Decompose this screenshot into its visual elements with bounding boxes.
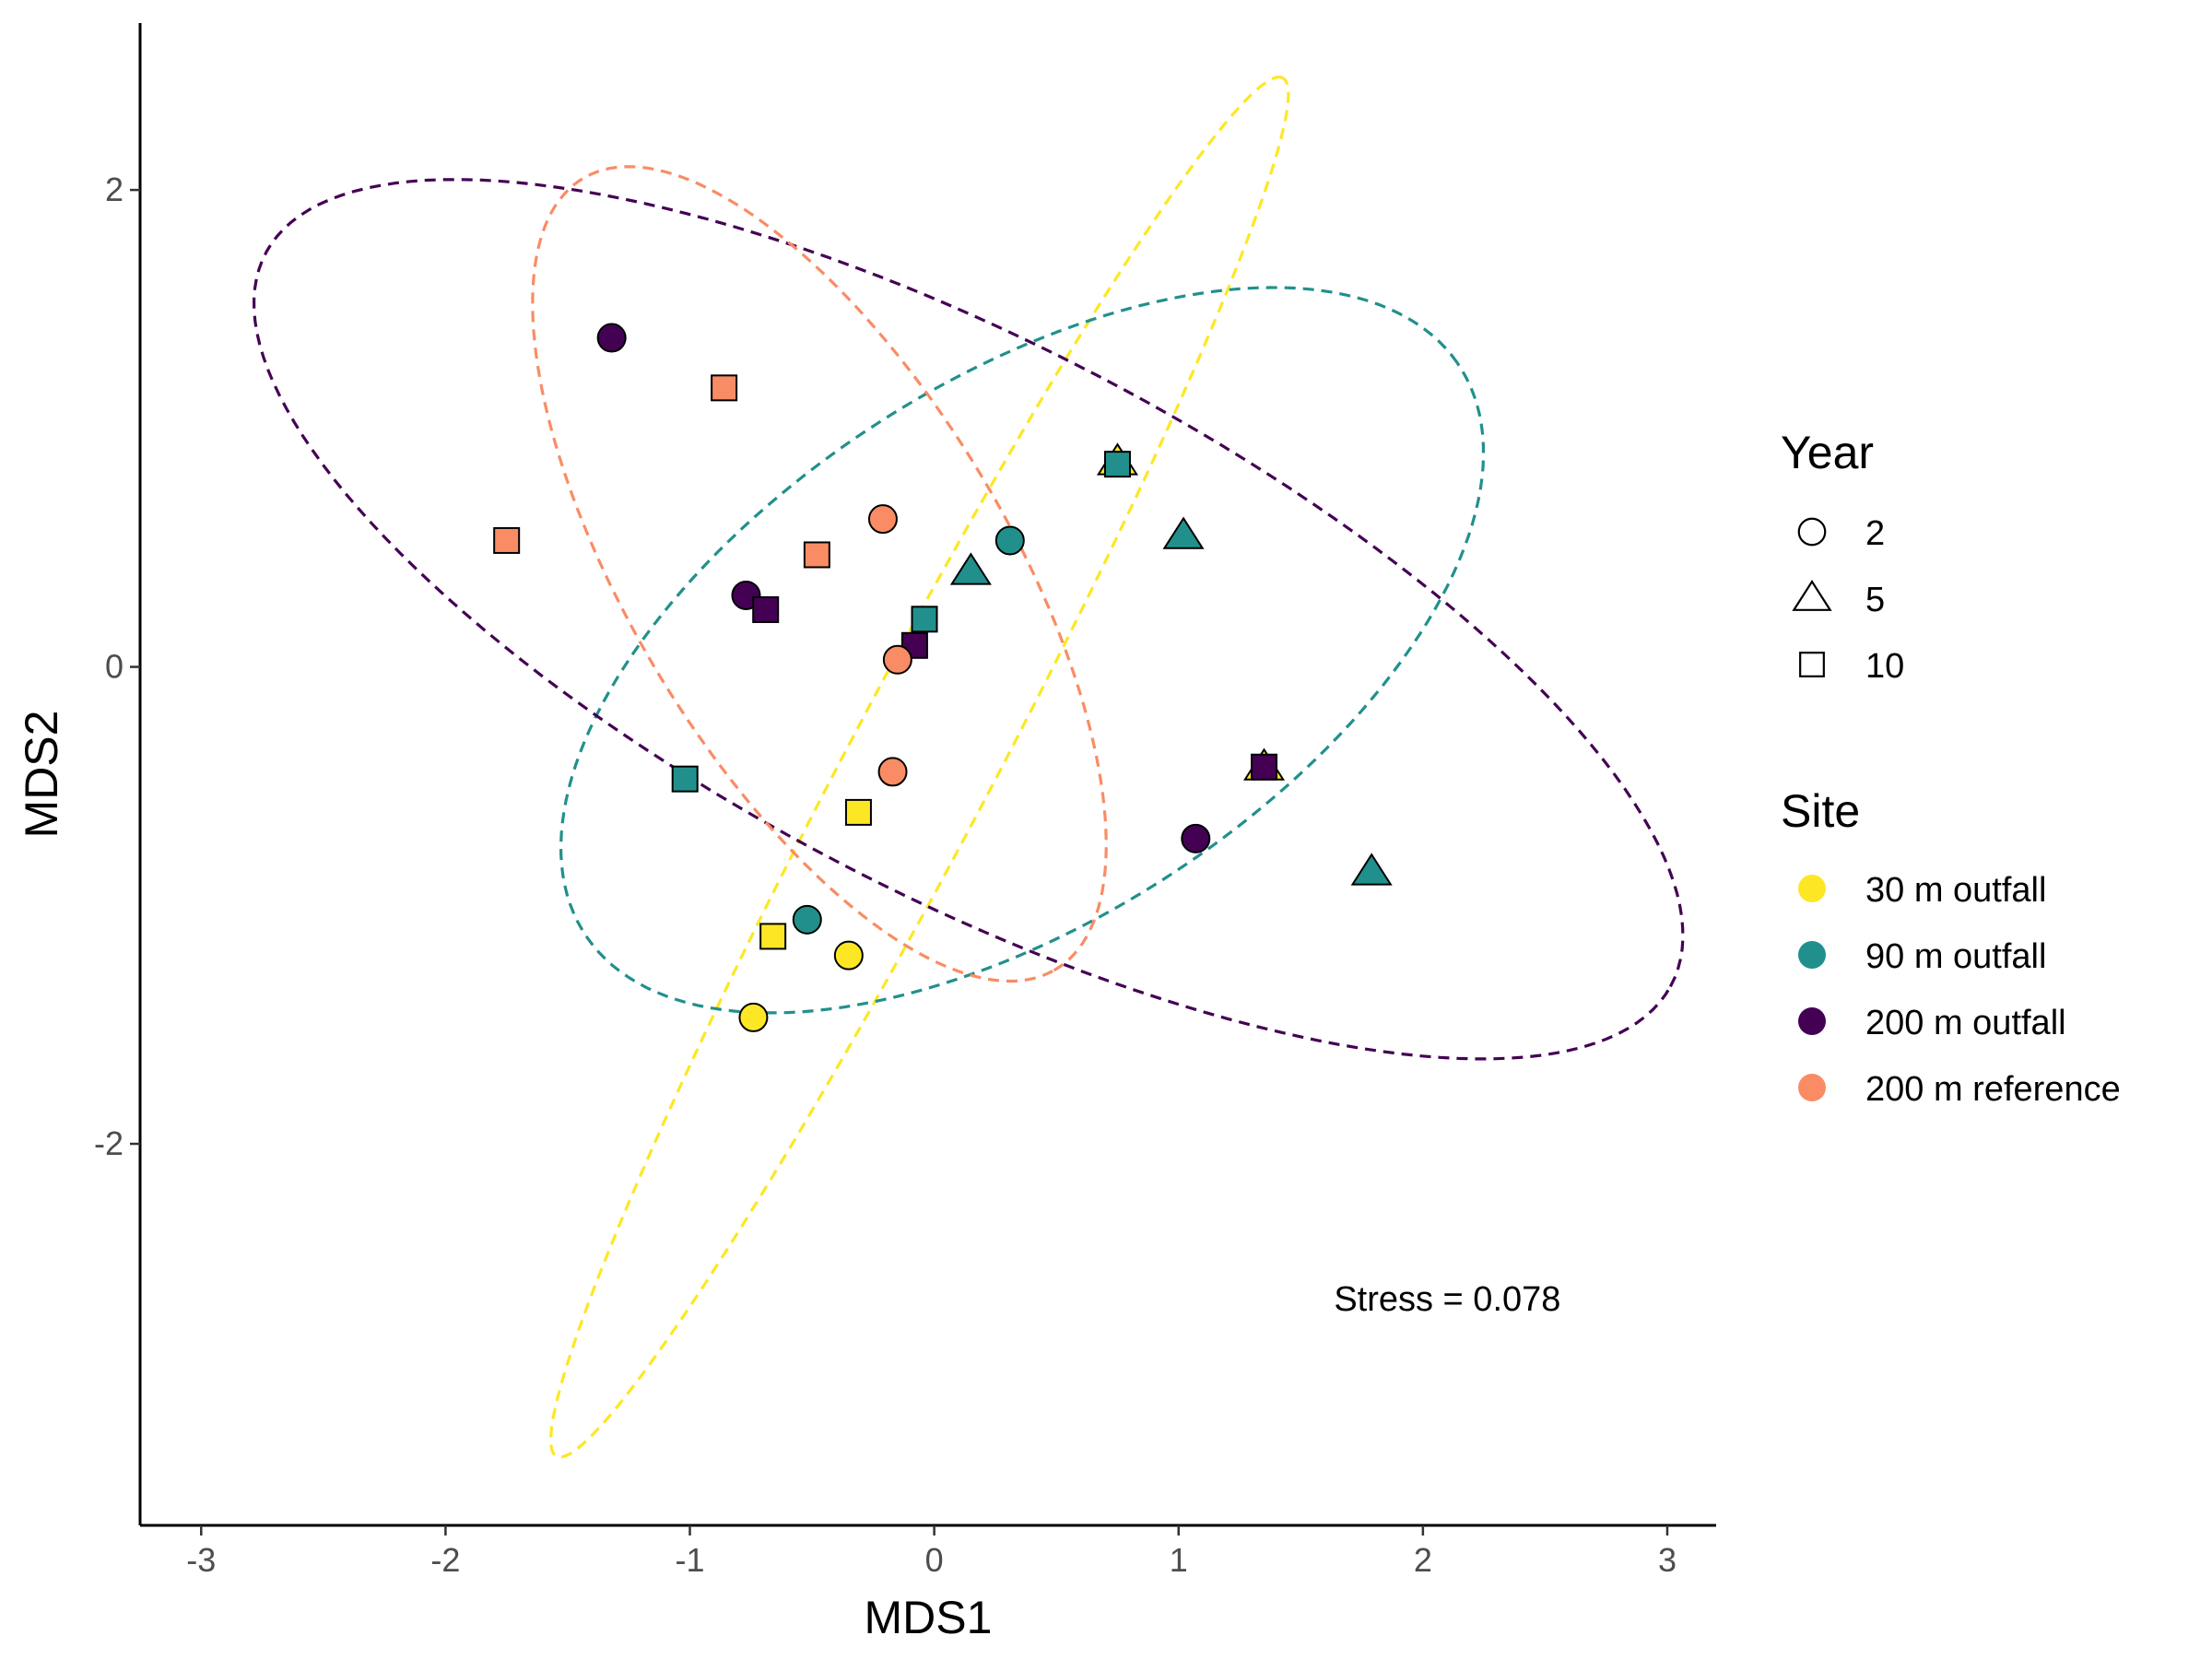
data-point-30-m-outfall <box>844 798 872 826</box>
y-tick-label: -2 <box>94 1124 124 1162</box>
data-point-200-m-reference <box>803 541 830 569</box>
data-point-200-m-outfall <box>1251 753 1278 781</box>
ellipse-layer <box>252 75 1685 1459</box>
legend-shape-entries: 2 5 10 <box>1792 514 1904 686</box>
axis-ticks: -3 -2 -1 0 1 2 3 -2 0 2 <box>94 171 1677 1579</box>
data-point-90-m-outfall <box>792 904 822 935</box>
data-point-200-m-reference <box>882 644 912 675</box>
x-tick-label: -1 <box>676 1541 705 1579</box>
data-point-90-m-outfall <box>671 765 699 793</box>
data-point-200-m-outfall <box>596 323 627 353</box>
data-point-30-m-outfall <box>738 1002 769 1032</box>
legend-title-site: Site <box>1781 785 1860 837</box>
legend-label-year: 2 <box>1865 514 1885 553</box>
legend: Year 2 5 10 Site 30 m outfall 90 m outfall 2… <box>1781 427 2121 1109</box>
data-point-200-m-reference <box>493 526 521 554</box>
data-point-90-m-outfall <box>994 525 1025 556</box>
data-point-200-m-outfall <box>1181 823 1211 853</box>
data-point-200-m-reference <box>711 374 738 402</box>
legend-key-color <box>1798 1074 1826 1101</box>
x-tick-label: 1 <box>1170 1541 1188 1579</box>
data-point-30-m-outfall <box>833 940 864 971</box>
ellipse-200-m-reference <box>531 165 1108 983</box>
legend-label-site: 200 m outfall <box>1865 1004 2066 1042</box>
data-point-90-m-outfall <box>1350 853 1393 886</box>
legend-key-color <box>1798 875 1826 902</box>
stress-annotation: Stress = 0.078 <box>1334 1280 1560 1319</box>
data-point-200-m-reference <box>867 504 898 535</box>
data-point-200-m-outfall <box>752 595 780 623</box>
legend-key-square <box>1799 652 1825 677</box>
legend-label-year: 10 <box>1865 647 1904 686</box>
point-layer <box>493 323 1393 1032</box>
legend-key-triangle <box>1792 580 1832 611</box>
y-tick-label: 2 <box>105 171 124 208</box>
y-axis-title: MDS2 <box>16 711 67 839</box>
legend-label-year: 5 <box>1865 581 1885 619</box>
legend-key-circle <box>1797 517 1827 547</box>
data-point-90-m-outfall <box>949 552 992 585</box>
ellipse-30-m-outfall <box>548 75 1290 1459</box>
data-point-30-m-outfall <box>759 923 787 950</box>
y-tick-label: 0 <box>105 648 124 686</box>
x-tick-label: -3 <box>186 1541 216 1579</box>
ellipse-90-m-outfall <box>559 286 1486 1015</box>
legend-title-year: Year <box>1781 427 1874 478</box>
ellipse-200-m-outfall <box>252 178 1685 1061</box>
data-point-90-m-outfall <box>1103 451 1131 478</box>
x-tick-label: 0 <box>925 1541 944 1579</box>
x-axis-title: MDS1 <box>865 1592 993 1643</box>
legend-key-color <box>1798 1007 1826 1035</box>
x-tick-label: -2 <box>430 1541 460 1579</box>
legend-label-site: 30 m outfall <box>1865 871 2046 910</box>
legend-key-color <box>1798 941 1826 969</box>
legend-label-site: 200 m reference <box>1865 1070 2121 1109</box>
x-tick-label: 3 <box>1658 1541 1677 1579</box>
x-tick-label: 2 <box>1414 1541 1432 1579</box>
data-point-90-m-outfall <box>911 606 938 633</box>
data-point-200-m-reference <box>877 757 908 787</box>
legend-color-entries: 30 m outfall 90 m outfall 200 m outfall 200… <box>1798 871 2121 1109</box>
legend-label-site: 90 m outfall <box>1865 937 2046 976</box>
data-point-90-m-outfall <box>1162 516 1205 549</box>
